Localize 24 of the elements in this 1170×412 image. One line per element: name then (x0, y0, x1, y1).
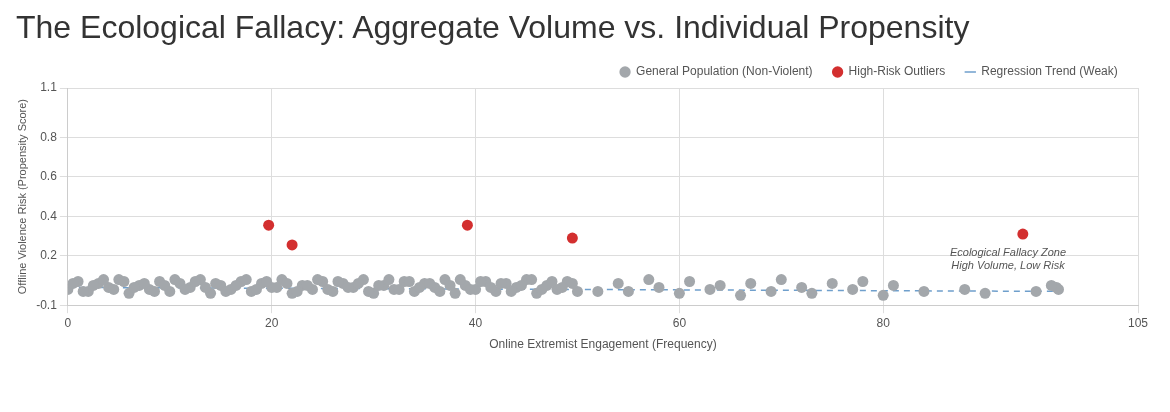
y-tick-label: -0.1 (36, 297, 58, 312)
y-tick-label: 1.1 (40, 80, 58, 95)
y-tick-label: 0.8 (40, 129, 58, 144)
y-axis-title: Offline Violence Risk (Propensity Score) (15, 98, 28, 295)
x-tick-label: 60 (672, 315, 687, 330)
point (566, 232, 578, 244)
x-axis-title: Online Extremist Engagement (Frequency) (489, 337, 717, 352)
y-tick-label: 0.2 (40, 248, 58, 263)
chart-title: The Ecological Fallacy: Aggregate Volume vs. Individual Propensity (15, 8, 971, 46)
legend-label: General Population (Non-Violent) (636, 64, 813, 79)
point (1017, 228, 1029, 240)
point (286, 239, 298, 251)
annotation: Ecological Fallacy Zone High Volume, Low Risk (949, 246, 1067, 272)
x-tick-label: 80 (876, 315, 891, 330)
x-tick-label: 105 (1127, 315, 1149, 330)
point (263, 219, 275, 231)
legend-label: Regression Trend (Weak) (981, 64, 1118, 79)
x-tick-label: 40 (468, 315, 483, 330)
point (461, 219, 473, 231)
x-tick-label: 0 (64, 315, 72, 330)
y-tick-label: 0.6 (40, 169, 58, 184)
x-tick-label: 20 (265, 315, 279, 330)
y-tick-label: 0.4 (40, 208, 58, 223)
legend-label: High-Risk Outliers (848, 64, 946, 79)
